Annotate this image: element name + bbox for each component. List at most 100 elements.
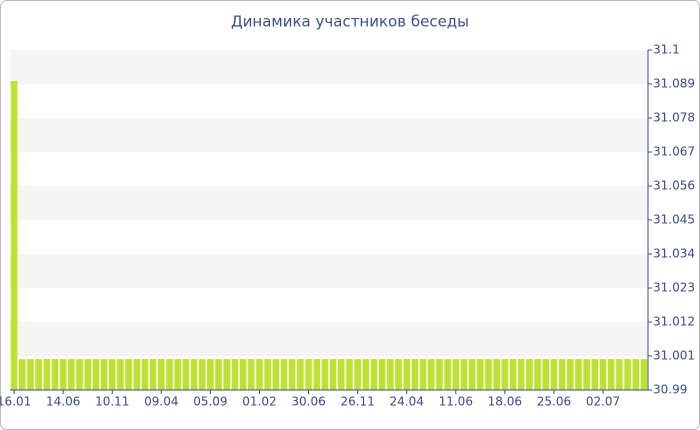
bar	[43, 359, 51, 390]
bar	[133, 359, 141, 390]
bar	[387, 359, 394, 390]
bar	[411, 359, 419, 390]
bar	[76, 359, 83, 390]
bar	[51, 359, 59, 390]
chart-title: Динамика участников беседы	[231, 13, 469, 31]
y-tick-label: 31.1	[653, 43, 680, 57]
bar	[231, 359, 239, 390]
bar	[378, 359, 386, 390]
bar	[558, 359, 566, 390]
bar	[125, 359, 132, 390]
bar	[501, 359, 509, 390]
bar	[607, 359, 615, 390]
x-tick-label: 18.06	[488, 395, 522, 409]
y-tick-label: 31.045	[653, 213, 695, 227]
bar	[256, 359, 263, 390]
bar	[100, 359, 108, 390]
bar	[264, 359, 271, 390]
bar	[624, 359, 631, 390]
y-tick-label: 31.034	[653, 247, 695, 261]
bar	[59, 359, 67, 390]
bar	[526, 359, 533, 390]
bar	[452, 359, 460, 390]
grid-band	[10, 186, 648, 220]
bar	[616, 359, 623, 390]
bar	[477, 359, 484, 390]
bar	[190, 359, 198, 390]
bar	[362, 359, 370, 390]
bar	[215, 359, 222, 390]
x-tick-label: 05.09	[193, 395, 227, 409]
bar	[297, 359, 304, 390]
y-tick-label: 31.067	[653, 145, 695, 159]
bar	[223, 359, 231, 390]
y-tick-label: 31.078	[653, 111, 695, 125]
bar	[288, 359, 296, 390]
bar	[517, 359, 525, 390]
bar	[182, 359, 190, 390]
bar	[599, 359, 607, 390]
x-tick-label: 01.02	[242, 395, 276, 409]
bar	[117, 359, 124, 390]
y-tick-label: 31.001	[653, 349, 695, 363]
x-tick-label: 25.06	[537, 395, 571, 409]
bar	[395, 359, 402, 390]
x-tick-label: 09.04	[144, 395, 178, 409]
bar	[591, 359, 599, 390]
bar	[248, 359, 255, 390]
bar	[321, 359, 329, 390]
bar	[158, 359, 165, 390]
grid-band	[10, 118, 648, 152]
bar	[583, 359, 590, 390]
x-tick-label: 30.06	[291, 395, 325, 409]
x-tick-label: 02.07	[586, 395, 620, 409]
bar	[346, 359, 353, 390]
bar	[370, 359, 378, 390]
bar	[509, 359, 517, 390]
grid-band	[10, 50, 648, 84]
bar	[542, 359, 550, 390]
bar	[27, 359, 34, 390]
bar	[313, 359, 321, 390]
y-tick-label: 31.056	[653, 179, 695, 193]
y-tick-label: 31.089	[653, 77, 695, 91]
grid-band	[10, 254, 648, 288]
x-tick-label: 26.11	[340, 395, 374, 409]
bar	[272, 359, 280, 390]
bar	[419, 359, 427, 390]
bar	[280, 359, 288, 390]
x-tick-label: 14.06	[46, 395, 80, 409]
bar	[207, 359, 214, 390]
bar	[427, 359, 435, 390]
bar	[632, 359, 640, 390]
bar	[403, 359, 410, 390]
bar	[166, 359, 173, 390]
bar	[640, 359, 648, 390]
bar	[575, 359, 582, 390]
bar	[444, 359, 451, 390]
bar	[534, 359, 541, 390]
bar	[468, 359, 476, 390]
y-tick-label: 31.012	[653, 315, 695, 329]
x-tick-label: 16.01	[0, 395, 31, 409]
bar	[174, 359, 181, 390]
x-tick-label: 24.04	[390, 395, 424, 409]
bar	[305, 359, 312, 390]
bar	[485, 359, 492, 390]
bar	[337, 359, 345, 390]
bar	[149, 359, 157, 390]
grid-band	[10, 322, 648, 356]
bar	[436, 359, 443, 390]
bar	[198, 359, 206, 390]
bar	[354, 359, 361, 390]
bar	[35, 359, 42, 390]
bar	[18, 359, 26, 390]
bar	[141, 359, 149, 390]
bar	[567, 359, 574, 390]
x-tick-label: 11.06	[439, 395, 473, 409]
x-tick-label: 10.11	[95, 395, 129, 409]
bar	[108, 359, 116, 390]
y-tick-label: 30.99	[653, 383, 687, 397]
bar	[92, 359, 100, 390]
